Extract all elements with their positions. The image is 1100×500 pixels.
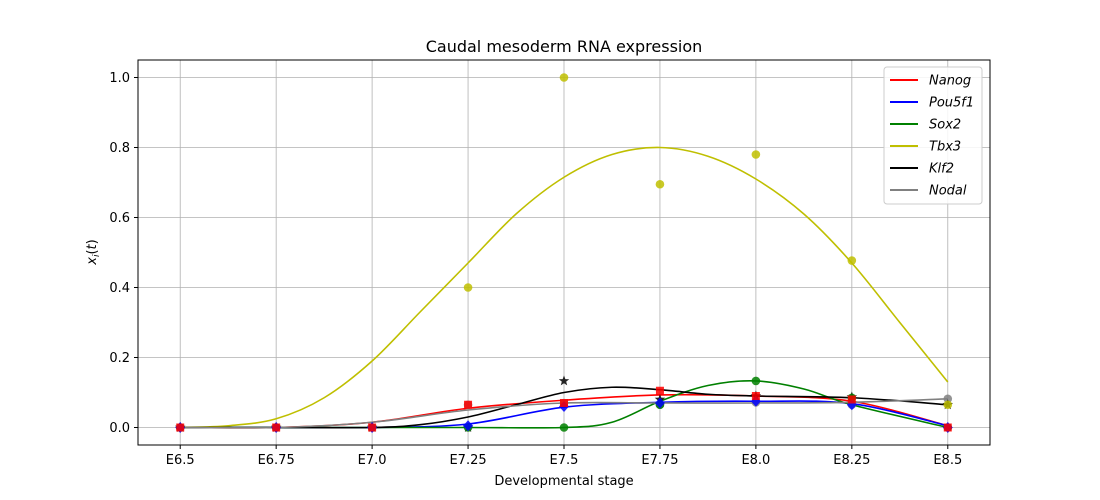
x-tick-label: E8.25: [833, 453, 870, 468]
data-point-nanog: [751, 392, 760, 400]
x-tick-label: E7.0: [358, 453, 387, 468]
data-point-tbx3: [463, 283, 473, 292]
data-point-nanog: [655, 386, 664, 395]
y-tick-label: 0.2: [109, 351, 130, 366]
data-point-tbx3: [655, 179, 665, 189]
data-point-nanog: [272, 423, 281, 432]
axis-ticks: E6.5 E6.75 E7.0 E7.25 E7.5 E7.75 E8.0 E8.25 E8.5…: [109, 71, 962, 468]
y-tick-label: 0.0: [109, 421, 130, 436]
data-point-nanog: [847, 395, 856, 404]
series-line-klf2: [180, 386, 948, 429]
x-tick-label: E8.0: [741, 453, 770, 468]
series-markers: [174, 73, 954, 433]
x-tick-label: E7.5: [550, 453, 579, 468]
series-line-tbx3: [180, 146, 949, 429]
data-point-nodal: [943, 394, 953, 404]
data-point-nanog: [176, 423, 185, 432]
legend: Nanog Pou5f1 Sox2 Tbx3 Klf2 Nodal: [883, 66, 983, 205]
data-point-tbx3: [559, 73, 569, 82]
data-point-nanog: [943, 423, 952, 432]
y-tick-label: 0.6: [109, 211, 130, 226]
y-tick-label: 0.4: [109, 281, 130, 296]
legend-label-pou5f1: Pou5f1: [929, 96, 974, 111]
x-tick-label: E7.25: [449, 453, 486, 468]
data-point-tbx3: [943, 400, 953, 410]
legend-label-tbx3: Tbx3: [929, 140, 961, 155]
x-tick-label: E8.5: [933, 453, 962, 468]
data-point-pou5f1: [463, 420, 474, 432]
x-tick-label: E6.5: [166, 453, 195, 468]
data-point-sox2: [559, 423, 569, 432]
data-point-sox2: [751, 376, 761, 386]
legend-label-klf2: Klf2: [929, 162, 954, 177]
legend-label-nodal: Nodal: [929, 184, 967, 199]
data-point-klf2: [558, 375, 570, 386]
data-point-tbx3: [847, 256, 857, 265]
y-tick-label: 0.8: [109, 141, 130, 156]
x-tick-label: E6.75: [258, 453, 295, 468]
legend-label-nanog: Nanog: [929, 74, 971, 89]
x-tick-label: E7.75: [641, 453, 678, 468]
data-point-nanog: [464, 400, 473, 409]
legend-label-sox2: Sox2: [929, 118, 961, 133]
y-axis-label: xi(t): [85, 239, 102, 265]
x-axis-label: Developmental stage: [494, 474, 633, 489]
chart-title: Caudal mesoderm RNA expression: [426, 37, 703, 56]
data-point-pou5f1: [654, 397, 665, 409]
data-point-nanog: [560, 399, 568, 407]
data-point-nanog: [368, 423, 377, 432]
y-tick-label: 1.0: [109, 71, 130, 86]
data-point-tbx3: [751, 150, 761, 159]
